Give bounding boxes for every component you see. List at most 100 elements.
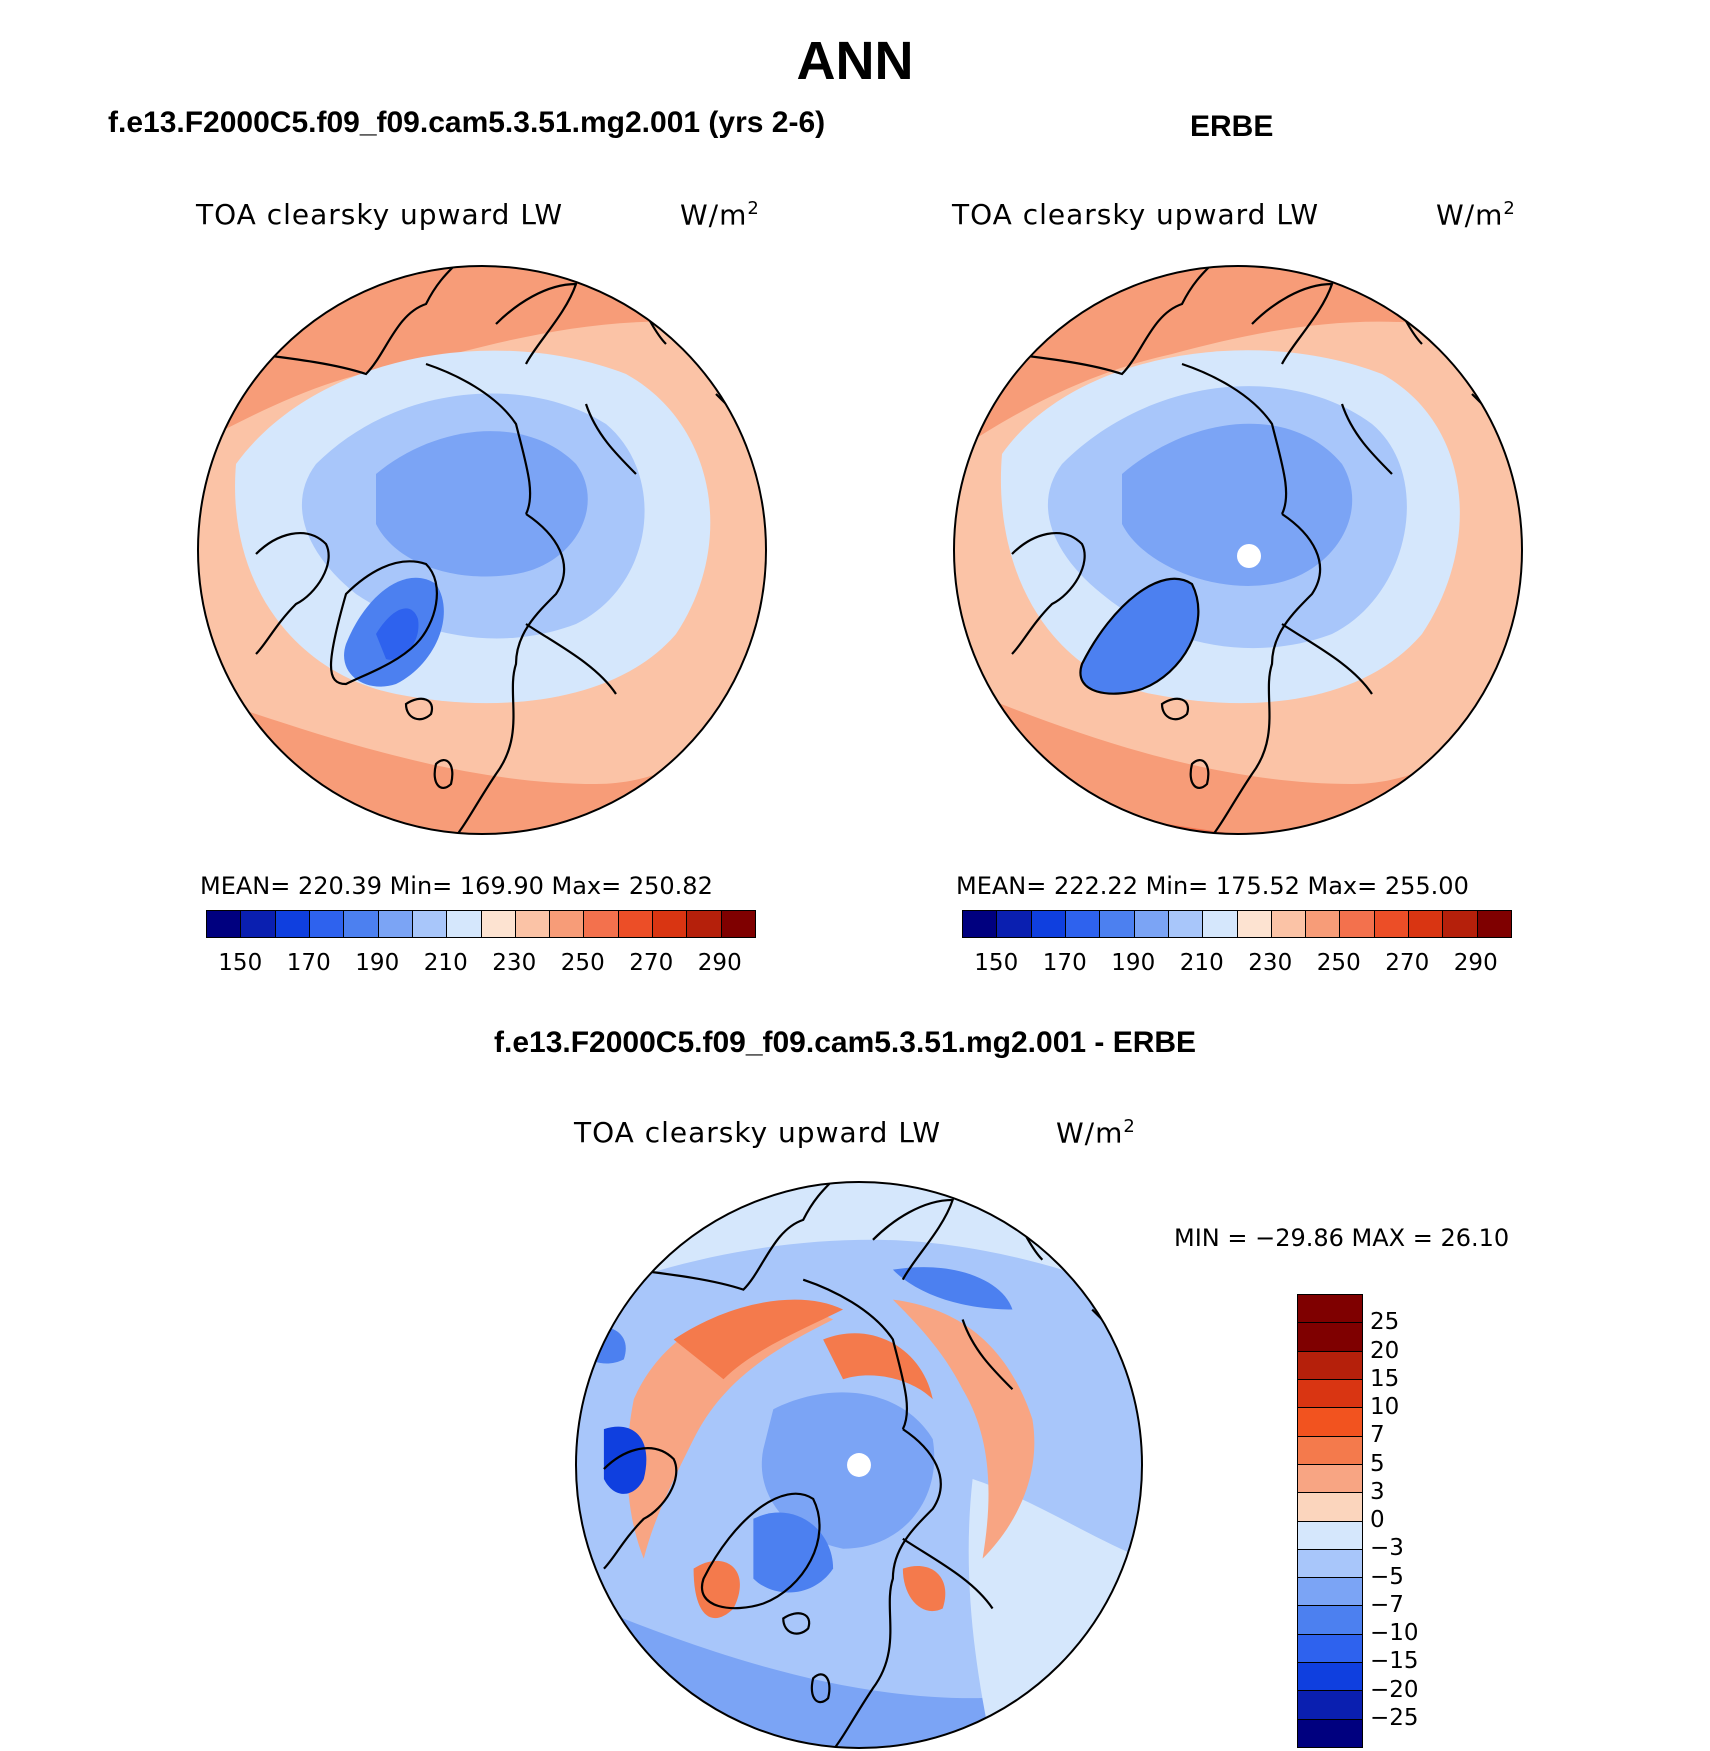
colorbar-tick-label: 190	[1111, 950, 1156, 976]
colorbar-tick-label: 0	[1370, 1507, 1385, 1533]
colorbar-swatch	[1298, 1634, 1362, 1664]
colorbar-tick-label: 230	[492, 950, 537, 976]
colorbar-swatch	[1237, 911, 1272, 937]
model-colorbar-ticks: 150 170 190 210 230 250 270 290	[206, 950, 754, 980]
obs-colorbar-ticks: 150 170 190 210 230 250 270 290	[962, 950, 1510, 980]
colorbar-swatch	[1298, 1323, 1362, 1352]
colorbar-tick-label: −25	[1370, 1704, 1419, 1731]
colorbar-tick-label: 3	[1370, 1478, 1385, 1505]
colorbar-swatch	[344, 911, 379, 937]
colorbar-tick-label: 7	[1370, 1422, 1385, 1449]
colorbar-tick-label: 190	[355, 950, 400, 976]
colorbar-swatch	[1298, 1408, 1362, 1437]
obs-case-title: ERBE	[1190, 110, 1274, 143]
diff-units-label: W/m2	[1056, 1116, 1136, 1150]
obs-polar-map	[953, 265, 1523, 835]
colorbar-swatch	[1100, 911, 1135, 937]
model-case-title: f.e13.F2000C5.f09_f09.cam5.3.51.mg2.001 …	[108, 106, 826, 139]
colorbar-tick-label: 210	[423, 950, 468, 976]
colorbar-swatch	[1168, 911, 1204, 937]
colorbar-swatch	[1298, 1578, 1362, 1607]
colorbar-swatch	[275, 911, 310, 937]
obs-colorbar	[962, 910, 1512, 938]
colorbar-tick-label: 150	[974, 950, 1019, 976]
colorbar-swatch	[1340, 911, 1375, 937]
colorbar-swatch	[1409, 911, 1444, 937]
colorbar-swatch	[1374, 911, 1410, 937]
colorbar-swatch	[997, 911, 1032, 937]
colorbar-tick-label: 170	[1042, 950, 1087, 976]
colorbar-tick-label: −20	[1370, 1676, 1419, 1703]
obs-units-label: W/m2	[1436, 198, 1516, 232]
colorbar-swatch	[687, 911, 722, 937]
colorbar-swatch	[1298, 1493, 1362, 1522]
colorbar-swatch	[1443, 911, 1478, 937]
colorbar-tick-label: 15	[1370, 1365, 1400, 1392]
colorbar-swatch	[241, 911, 276, 937]
colorbar-swatch	[207, 911, 242, 937]
colorbar-tick-label: 250	[1316, 950, 1361, 976]
model-colorbar	[206, 910, 756, 938]
model-units-label: W/m2	[680, 198, 760, 232]
colorbar-tick-label: 230	[1248, 950, 1293, 976]
diff-case-title: f.e13.F2000C5.f09_f09.cam5.3.51.mg2.001 …	[494, 1026, 1197, 1059]
colorbar-swatch	[1065, 911, 1101, 937]
colorbar-swatch	[1298, 1521, 1362, 1550]
colorbar-swatch	[1298, 1436, 1362, 1465]
colorbar-swatch	[1298, 1295, 1362, 1324]
diff-stats: MIN = −29.86 MAX = 26.10	[1174, 1224, 1510, 1252]
model-stats: MEAN= 220.39 Min= 169.90 Max= 250.82	[200, 872, 713, 900]
colorbar-swatch	[653, 911, 688, 937]
colorbar-swatch	[550, 911, 585, 937]
diff-colorbar	[1297, 1294, 1363, 1748]
colorbar-swatch	[515, 911, 551, 937]
colorbar-swatch	[618, 911, 654, 937]
colorbar-tick-label: −7	[1370, 1591, 1404, 1618]
page-title: ANN	[796, 31, 914, 91]
colorbar-swatch	[1298, 1549, 1362, 1579]
colorbar-swatch	[963, 911, 998, 937]
obs-stats: MEAN= 222.22 Min= 175.52 Max= 255.00	[956, 872, 1469, 900]
colorbar-swatch	[721, 911, 755, 937]
colorbar-swatch	[309, 911, 345, 937]
colorbar-tick-label: −10	[1370, 1620, 1419, 1646]
colorbar-swatch	[481, 911, 516, 937]
colorbar-tick-label: 10	[1370, 1394, 1400, 1420]
model-polar-map	[197, 265, 767, 835]
colorbar-swatch	[1306, 911, 1341, 937]
colorbar-tick-label: 250	[560, 950, 605, 976]
colorbar-tick-label: 270	[1385, 950, 1430, 976]
obs-variable-label: TOA clearsky upward LW	[952, 198, 1320, 231]
colorbar-tick-label: 210	[1179, 950, 1224, 976]
diff-variable-label: TOA clearsky upward LW	[574, 1116, 942, 1149]
colorbar-swatch	[584, 911, 619, 937]
colorbar-swatch	[1298, 1464, 1362, 1494]
colorbar-tick-label: 290	[697, 950, 742, 976]
colorbar-swatch	[1298, 1691, 1362, 1720]
colorbar-tick-label: 290	[1453, 950, 1498, 976]
colorbar-swatch	[1298, 1606, 1362, 1635]
colorbar-swatch	[1477, 911, 1511, 937]
diff-polar-map	[574, 1180, 1144, 1750]
colorbar-tick-label: 25	[1370, 1309, 1400, 1336]
colorbar-swatch	[412, 911, 448, 937]
colorbar-tick-label: −15	[1370, 1648, 1419, 1675]
colorbar-swatch	[1298, 1351, 1362, 1380]
colorbar-swatch	[1134, 911, 1169, 937]
colorbar-swatch	[378, 911, 413, 937]
colorbar-swatch	[1031, 911, 1066, 937]
colorbar-tick-label: −3	[1370, 1535, 1404, 1562]
colorbar-swatch	[1298, 1379, 1362, 1409]
colorbar-swatch	[1203, 911, 1238, 937]
colorbar-tick-label: −5	[1370, 1563, 1404, 1590]
colorbar-tick-label: 150	[218, 950, 263, 976]
diff-colorbar-ticks: 25 20 15 10 7 5 3 0 −3 −5 −7 −10 −15 −20 −25	[1370, 1294, 1490, 1746]
colorbar-tick-label: 20	[1370, 1337, 1400, 1364]
colorbar-tick-label: 270	[629, 950, 674, 976]
colorbar-swatch	[1298, 1663, 1362, 1692]
colorbar-swatch	[1298, 1719, 1362, 1747]
colorbar-tick-label: 170	[286, 950, 331, 976]
colorbar-swatch	[447, 911, 482, 937]
colorbar-tick-label: 5	[1370, 1450, 1385, 1477]
colorbar-swatch	[1271, 911, 1307, 937]
